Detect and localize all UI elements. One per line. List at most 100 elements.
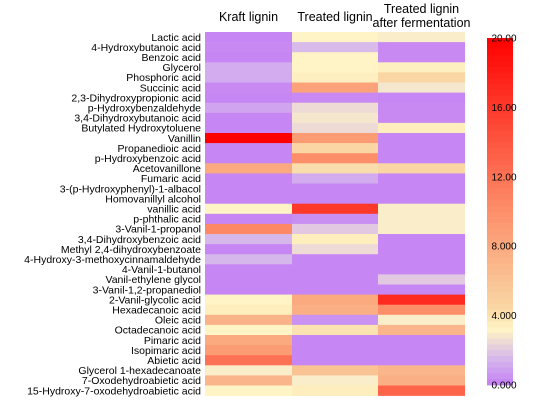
colorbar-tick-label: 8.000 xyxy=(491,242,516,253)
colorbar-segment xyxy=(487,101,513,108)
row-label: 7-Oxodehydroabietic acid xyxy=(82,375,201,387)
colorbar-tick-label: 4.000 xyxy=(491,311,516,322)
colorbar-segment xyxy=(487,315,513,322)
colorbar-segment xyxy=(487,113,513,120)
row-label: p-phthalic acid xyxy=(133,214,201,226)
heatmap-cell xyxy=(205,183,292,194)
heatmap-cell xyxy=(205,62,292,73)
heatmap-cell xyxy=(292,284,378,295)
colorbar-segment xyxy=(487,159,513,166)
heatmap-cell xyxy=(378,163,465,174)
heatmap-cell xyxy=(205,365,292,376)
row-label: 3-(p-Hydroxyphenyl)-1-albacol xyxy=(60,183,201,195)
heatmap-cell xyxy=(292,234,378,245)
heatmap-cell xyxy=(205,314,292,326)
heatmap-cell xyxy=(292,82,378,93)
row-label: 4-Hydroxy-3-methoxycinnamaldehyde xyxy=(24,254,201,266)
heatmap-cell xyxy=(378,143,465,154)
row-label: 4-Hydroxybutanoic acid xyxy=(91,42,201,54)
heatmap-cell xyxy=(205,42,292,53)
colorbar-segment xyxy=(487,234,513,241)
row-label: 4-Vanil-1-butanol xyxy=(122,264,201,276)
heatmap-cell xyxy=(378,52,465,63)
heatmap-cell xyxy=(378,42,465,53)
heatmap-cell xyxy=(292,32,378,43)
heatmap-cell xyxy=(378,355,465,366)
heatmap-cell xyxy=(292,193,378,204)
colorbar xyxy=(487,38,513,386)
heatmap-cell xyxy=(378,284,465,295)
heatmap-cell xyxy=(292,274,378,285)
colorbar-segment xyxy=(487,130,513,137)
colorbar-segment xyxy=(487,292,513,299)
heatmap-cell xyxy=(205,284,292,295)
row-label: Succinic acid xyxy=(140,82,201,94)
heatmap-cell xyxy=(205,244,292,255)
colorbar-segment xyxy=(487,165,513,172)
heatmap-cell xyxy=(292,133,378,144)
colorbar-segment xyxy=(487,49,513,56)
heatmap-cell xyxy=(292,143,378,154)
colorbar-segment xyxy=(487,142,513,149)
colorbar-segment xyxy=(487,38,513,45)
colorbar-segment xyxy=(487,228,513,236)
colorbar-segment xyxy=(487,90,513,97)
heatmap-cell xyxy=(292,345,378,356)
row-label: Homovanillyl alcohol xyxy=(105,193,201,205)
heatmap-cell xyxy=(292,304,378,316)
row-label: Vanillin xyxy=(168,133,201,145)
colorbar-segment xyxy=(487,188,513,195)
colorbar-segment xyxy=(487,257,513,264)
colorbar-tick-label: 0.000 xyxy=(491,381,516,392)
heatmap-cell xyxy=(378,173,465,184)
colorbar-segment xyxy=(487,182,513,189)
column-header: Kraft lignin xyxy=(219,10,278,24)
row-label: Methyl 2,4-dihydroxybenzoate xyxy=(61,244,201,256)
row-label: p-Hydroxybenzoic acid xyxy=(95,153,201,165)
heatmap-cell xyxy=(378,122,465,134)
colorbar-segment xyxy=(487,55,513,62)
heatmap-cell xyxy=(292,385,378,396)
colorbar-segment xyxy=(487,61,513,68)
colorbar-segment xyxy=(487,280,513,288)
colorbar-segment xyxy=(487,379,513,386)
colorbar-segment xyxy=(487,304,513,311)
heatmap-cell xyxy=(292,102,378,114)
row-label: Lactic acid xyxy=(151,32,201,44)
colorbar-segment xyxy=(487,356,513,363)
colorbar-segment xyxy=(487,361,513,369)
heatmap-cell xyxy=(205,335,292,346)
row-label: Glycerol 1-hexadecanoate xyxy=(78,365,201,377)
colorbar-segment xyxy=(487,263,513,270)
colorbar-segment xyxy=(487,147,513,155)
colorbar-segment xyxy=(487,373,513,380)
row-label: Pimaric acid xyxy=(144,335,201,347)
row-label: Phosphoric acid xyxy=(126,72,201,84)
colorbar-tick-label: 16.00 xyxy=(491,103,516,114)
colorbar-segment xyxy=(487,344,513,351)
heatmap-cell xyxy=(292,203,378,215)
colorbar-segment xyxy=(487,205,513,212)
colorbar-segment xyxy=(487,136,513,143)
heatmap-cell xyxy=(292,72,378,83)
heatmap-cell xyxy=(205,254,292,265)
colorbar-segment xyxy=(487,84,513,91)
colorbar-segment xyxy=(487,298,513,305)
colorbar-segment xyxy=(487,367,513,374)
colorbar-segment xyxy=(487,309,513,316)
heatmap-cell xyxy=(205,163,292,174)
colorbar-segment xyxy=(487,211,513,218)
heatmap-cell xyxy=(378,72,465,83)
colorbar-segment xyxy=(487,240,513,247)
heatmap-cell xyxy=(205,32,292,43)
heatmap-cell xyxy=(292,112,378,124)
colorbar-segment xyxy=(487,338,513,345)
row-label: 2-Vanil-glycolic acid xyxy=(109,294,201,306)
heatmap-cell xyxy=(205,193,292,204)
heatmap-cell xyxy=(378,62,465,73)
heatmap-cell xyxy=(205,92,292,103)
row-label: Oleic acid xyxy=(155,315,201,327)
colorbar-segment xyxy=(487,95,513,103)
